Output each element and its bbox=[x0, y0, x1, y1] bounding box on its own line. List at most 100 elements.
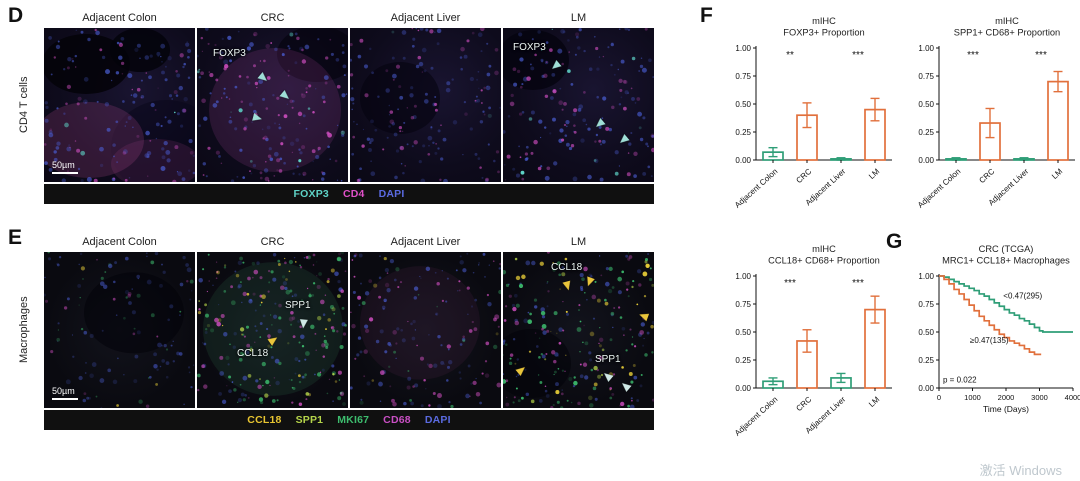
svg-text:0.50: 0.50 bbox=[735, 100, 751, 109]
svg-text:***: *** bbox=[784, 278, 796, 289]
svg-text:LM: LM bbox=[867, 395, 882, 409]
svg-text:mIHC: mIHC bbox=[812, 16, 836, 26]
microscopy-image-e-adjacent-colon: 50µm bbox=[44, 252, 195, 408]
svg-text:***: *** bbox=[1035, 50, 1047, 61]
panel-d-marker-legend: FOXP3 CD4 DAPI bbox=[44, 184, 654, 204]
svg-text:0.50: 0.50 bbox=[735, 328, 751, 337]
scale-bar: 50µm bbox=[52, 386, 78, 400]
svg-text:LM: LM bbox=[1050, 167, 1065, 181]
activate-windows-watermark: 激活 Windows bbox=[979, 463, 1062, 478]
svg-text:0.00: 0.00 bbox=[918, 156, 934, 165]
svg-text:0.00: 0.00 bbox=[918, 384, 934, 393]
svg-text:**: ** bbox=[786, 50, 794, 61]
svg-text:CRC (TCGA): CRC (TCGA) bbox=[979, 244, 1034, 254]
svg-text:Adjacent Colon: Adjacent Colon bbox=[733, 395, 779, 438]
panel-label-g: G bbox=[886, 230, 903, 253]
column-header-lm: LM bbox=[570, 12, 587, 24]
svg-text:Adjacent Colon: Adjacent Colon bbox=[733, 167, 779, 210]
ccl18-annotation: CCL18 bbox=[237, 348, 269, 359]
svg-text:0: 0 bbox=[937, 393, 941, 402]
svg-text:1.00: 1.00 bbox=[735, 44, 751, 53]
legend-cd68: CD68 bbox=[383, 414, 411, 426]
svg-text:Adjacent Colon: Adjacent Colon bbox=[916, 167, 962, 210]
legend-cd4: CD4 bbox=[342, 188, 365, 200]
column-header-lm: LM bbox=[570, 236, 587, 248]
microscopy-image-e-adjacent-liver bbox=[350, 252, 501, 408]
svg-text:MRC1+ CCL18+ Macrophages: MRC1+ CCL18+ Macrophages bbox=[942, 256, 1070, 266]
spp1-annotation: SPP1 bbox=[285, 300, 311, 311]
svg-text:SPP1+ CD68+ Proportion: SPP1+ CD68+ Proportion bbox=[954, 28, 1060, 38]
fluorescence-texture bbox=[197, 252, 347, 406]
svg-text:Time (Days): Time (Days) bbox=[983, 404, 1029, 414]
fluorescence-texture bbox=[197, 28, 348, 182]
km-survival-plot: CRC (TCGA) MRC1+ CCL18+ Macrophages 0.00 0.… bbox=[918, 244, 1080, 414]
microscopy-image-e-crc: SPP1 CCL18 bbox=[197, 252, 348, 408]
microscopy-image-d-adjacent-liver bbox=[350, 28, 501, 182]
scale-bar: 50µm bbox=[52, 160, 78, 174]
svg-text:0.50: 0.50 bbox=[918, 100, 934, 109]
svg-text:CRC: CRC bbox=[794, 167, 813, 185]
arrowhead-icon bbox=[299, 319, 308, 329]
legend-mki67: MKI67 bbox=[337, 414, 370, 426]
svg-text:3000: 3000 bbox=[1031, 393, 1048, 402]
svg-text:2000: 2000 bbox=[998, 393, 1015, 402]
svg-text:0.75: 0.75 bbox=[735, 300, 751, 309]
ccl18-annotation: CCL18 bbox=[551, 262, 583, 273]
microscopy-image-d-crc: FOXP3 bbox=[197, 28, 348, 182]
legend-foxp3: FOXP3 bbox=[293, 188, 329, 200]
fluorescence-texture bbox=[503, 28, 654, 182]
fluorescence-texture bbox=[503, 252, 654, 408]
svg-text:FOXP3+ Proportion: FOXP3+ Proportion bbox=[783, 28, 864, 38]
row-label-macrophages: Macrophages bbox=[18, 296, 30, 364]
svg-text:4000: 4000 bbox=[1065, 393, 1080, 402]
column-header-crc: CRC bbox=[260, 12, 285, 24]
column-header-crc: CRC bbox=[260, 236, 285, 248]
legend-dapi: DAPI bbox=[378, 188, 405, 200]
svg-text:CCL18+ CD68+ Proportion: CCL18+ CD68+ Proportion bbox=[768, 256, 880, 266]
svg-text:0.25: 0.25 bbox=[735, 356, 751, 365]
microscopy-image-e-lm: CCL18 SPP1 bbox=[503, 252, 654, 408]
svg-text:<0.47(295): <0.47(295) bbox=[1003, 291, 1042, 300]
legend-spp1: SPP1 bbox=[295, 414, 324, 426]
microscopy-image-d-lm: FOXP3 bbox=[503, 28, 654, 182]
svg-text:p = 0.022: p = 0.022 bbox=[943, 375, 977, 384]
svg-text:1.00: 1.00 bbox=[918, 272, 934, 281]
svg-text:***: *** bbox=[967, 50, 979, 61]
fluorescence-texture bbox=[44, 252, 195, 408]
svg-text:CRC: CRC bbox=[977, 167, 996, 185]
panel-label-e: E bbox=[8, 226, 23, 249]
svg-text:0.75: 0.75 bbox=[918, 72, 934, 81]
column-header-adjacent-liver: Adjacent Liver bbox=[390, 12, 461, 24]
panel-label-f: F bbox=[700, 4, 713, 27]
svg-text:0.25: 0.25 bbox=[918, 356, 934, 365]
svg-text:CRC: CRC bbox=[794, 395, 813, 413]
bar-chart-ccl18-cd68-proportion: mIHC CCL18+ CD68+ Proportion 0.00 0.25 0.50 0… bbox=[733, 244, 892, 438]
bar-chart-foxp3-proportion: mIHC FOXP3+ Proportion 0.00 0.25 0.50 0.75 1.0… bbox=[733, 16, 892, 210]
microscopy-image-d-adjacent-colon: 50µm bbox=[44, 28, 195, 182]
panel-e-marker-legend: CCL18 SPP1 MKI67 CD68 DAPI bbox=[44, 410, 654, 430]
bar-chart-spp1-cd68-proportion: mIHC SPP1+ CD68+ Proportion 0.00 0.25 0.50 0.… bbox=[916, 16, 1075, 210]
spp1-annotation: SPP1 bbox=[595, 354, 621, 365]
svg-text:0.25: 0.25 bbox=[918, 128, 934, 137]
svg-text:0.50: 0.50 bbox=[918, 328, 934, 337]
svg-text:1.00: 1.00 bbox=[918, 44, 934, 53]
svg-text:mIHC: mIHC bbox=[995, 16, 1019, 26]
svg-text:LM: LM bbox=[867, 167, 882, 181]
column-header-adjacent-colon: Adjacent Colon bbox=[82, 12, 157, 24]
svg-text:1000: 1000 bbox=[964, 393, 981, 402]
svg-text:0.00: 0.00 bbox=[735, 156, 751, 165]
svg-text:0.25: 0.25 bbox=[735, 128, 751, 137]
svg-text:0.75: 0.75 bbox=[918, 300, 934, 309]
svg-text:≥0.47(135): ≥0.47(135) bbox=[970, 336, 1009, 345]
svg-text:0.00: 0.00 bbox=[735, 384, 751, 393]
fluorescence-texture bbox=[350, 252, 501, 408]
fluorescence-texture bbox=[44, 28, 195, 182]
row-label-cd4-t-cells: CD4 T cells bbox=[18, 76, 30, 134]
foxp3-annotation: FOXP3 bbox=[513, 42, 546, 53]
svg-text:1.00: 1.00 bbox=[735, 272, 751, 281]
legend-dapi: DAPI bbox=[424, 414, 451, 426]
panel-label-d: D bbox=[8, 4, 24, 27]
legend-ccl18: CCL18 bbox=[247, 414, 282, 426]
column-header-adjacent-colon: Adjacent Colon bbox=[82, 236, 157, 248]
fluorescence-texture bbox=[350, 28, 501, 182]
